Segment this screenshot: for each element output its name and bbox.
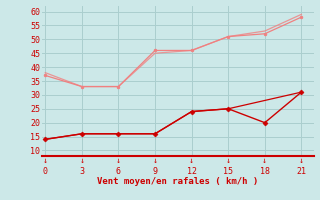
Text: ↓: ↓ xyxy=(226,156,231,165)
Text: ↓: ↓ xyxy=(299,156,304,165)
Text: ↓: ↓ xyxy=(43,156,48,165)
Text: ↓: ↓ xyxy=(79,156,84,165)
Text: ↓: ↓ xyxy=(262,156,267,165)
X-axis label: Vent moyen/en rafales ( km/h ): Vent moyen/en rafales ( km/h ) xyxy=(97,178,258,186)
Text: ↓: ↓ xyxy=(153,156,157,165)
Text: ↓: ↓ xyxy=(116,156,121,165)
Text: ↓: ↓ xyxy=(189,156,194,165)
